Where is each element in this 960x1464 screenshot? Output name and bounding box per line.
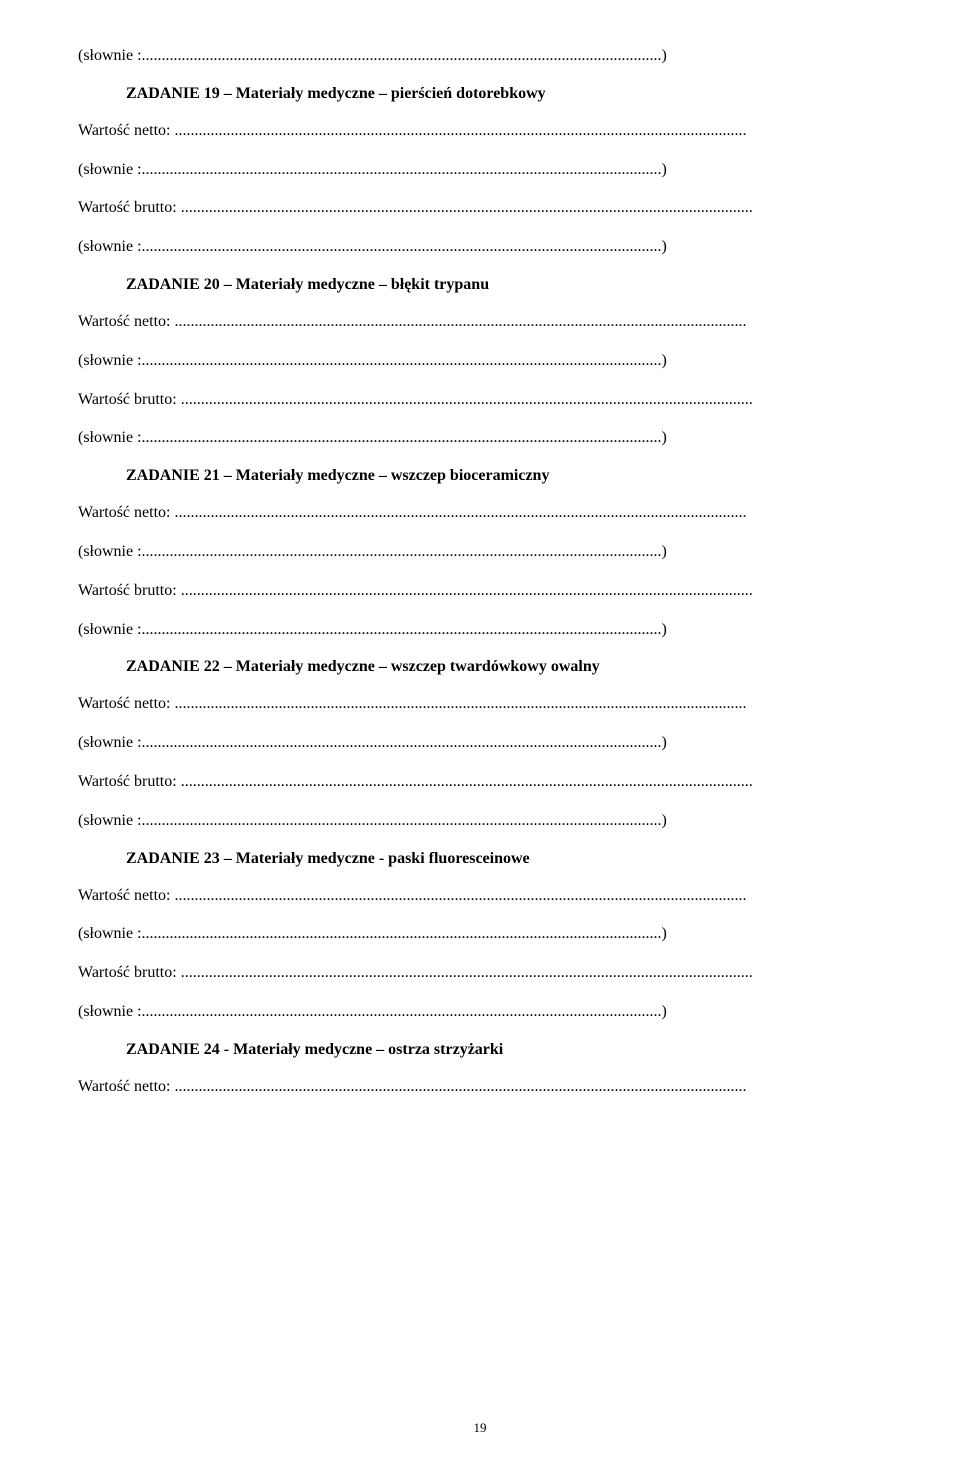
slownie-label: (słownie : (78, 621, 142, 638)
wartosc-netto-line: Wartość netto: .........................… (78, 503, 882, 524)
dots: ........................................… (142, 543, 650, 560)
slownie-line: (słownie :..............................… (78, 160, 882, 181)
wartosc-netto-label: Wartość netto: (78, 887, 170, 904)
dots: ........................................… (181, 773, 753, 790)
close-paren: ...) (650, 543, 667, 560)
slownie-label: (słownie : (78, 1003, 142, 1020)
dots: ........................................… (142, 47, 650, 64)
task-heading: ZADANIE 19 – Materiały medyczne – pierśc… (78, 85, 882, 103)
dots: ........................................… (174, 1078, 746, 1095)
slownie-line: (słownie :..............................… (78, 428, 882, 449)
dots: ........................................… (142, 621, 650, 638)
close-paren: ...) (650, 238, 667, 255)
wartosc-netto-label: Wartość netto: (78, 122, 170, 139)
slownie-line: (słownie :..............................… (78, 46, 882, 67)
wartosc-brutto-line: Wartość brutto: ........................… (78, 772, 882, 793)
close-paren: ...) (650, 734, 667, 751)
wartosc-netto-label: Wartość netto: (78, 504, 170, 521)
wartosc-netto-label: Wartość netto: (78, 313, 170, 330)
dots: ........................................… (181, 964, 753, 981)
dots: ........................................… (181, 391, 753, 408)
wartosc-brutto-label: Wartość brutto: (78, 773, 177, 790)
close-paren: ...) (650, 621, 667, 638)
slownie-line: (słownie :..............................… (78, 733, 882, 754)
wartosc-netto-line: Wartość netto: .........................… (78, 312, 882, 333)
wartosc-brutto-label: Wartość brutto: (78, 582, 177, 599)
dots: ........................................… (142, 352, 650, 369)
task-heading: ZADANIE 21 – Materiały medyczne – wszcze… (78, 467, 882, 485)
slownie-line: (słownie :..............................… (78, 811, 882, 832)
task-heading: ZADANIE 24 - Materiały medyczne – ostrza… (78, 1041, 882, 1059)
slownie-line: (słownie :..............................… (78, 542, 882, 563)
dots: ........................................… (174, 313, 746, 330)
dots: ........................................… (142, 161, 650, 178)
slownie-label: (słownie : (78, 429, 142, 446)
wartosc-brutto-line: Wartość brutto: ........................… (78, 198, 882, 219)
slownie-label: (słownie : (78, 734, 142, 751)
slownie-line: (słownie :..............................… (78, 237, 882, 258)
page-number: 19 (0, 1420, 960, 1436)
dots: ........................................… (142, 812, 650, 829)
wartosc-netto-line: Wartość netto: .........................… (78, 886, 882, 907)
slownie-label: (słownie : (78, 925, 142, 942)
slownie-label: (słownie : (78, 47, 142, 64)
task-heading: ZADANIE 20 – Materiały medyczne – błękit… (78, 276, 882, 294)
close-paren: ...) (650, 812, 667, 829)
dots: ........................................… (142, 925, 650, 942)
task-heading: ZADANIE 23 – Materiały medyczne - paski … (78, 850, 882, 868)
close-paren: ...) (650, 1003, 667, 1020)
slownie-line: (słownie :..............................… (78, 351, 882, 372)
close-paren: ...) (650, 352, 667, 369)
wartosc-brutto-label: Wartość brutto: (78, 199, 177, 216)
slownie-label: (słownie : (78, 812, 142, 829)
wartosc-netto-label: Wartość netto: (78, 695, 170, 712)
slownie-label: (słownie : (78, 543, 142, 560)
task-heading: ZADANIE 22 – Materiały medyczne – wszcze… (78, 658, 882, 676)
close-paren: ...) (650, 925, 667, 942)
wartosc-brutto-line: Wartość brutto: ........................… (78, 963, 882, 984)
close-paren: ...) (650, 47, 667, 64)
close-paren: ...) (650, 429, 667, 446)
dots: ........................................… (181, 582, 753, 599)
slownie-line: (słownie :..............................… (78, 620, 882, 641)
dots: ........................................… (181, 199, 753, 216)
wartosc-brutto-line: Wartość brutto: ........................… (78, 390, 882, 411)
wartosc-brutto-line: Wartość brutto: ........................… (78, 581, 882, 602)
wartosc-netto-line: Wartość netto: .........................… (78, 121, 882, 142)
wartosc-brutto-label: Wartość brutto: (78, 391, 177, 408)
slownie-label: (słownie : (78, 352, 142, 369)
wartosc-netto-line: Wartość netto: .........................… (78, 694, 882, 715)
slownie-line: (słownie :..............................… (78, 924, 882, 945)
slownie-label: (słownie : (78, 161, 142, 178)
dots: ........................................… (174, 122, 746, 139)
dots: ........................................… (142, 1003, 650, 1020)
dots: ........................................… (174, 504, 746, 521)
dots: ........................................… (142, 429, 650, 446)
dots: ........................................… (142, 734, 650, 751)
dots: ........................................… (174, 887, 746, 904)
dots: ........................................… (142, 238, 650, 255)
close-paren: ...) (650, 161, 667, 178)
wartosc-brutto-label: Wartość brutto: (78, 964, 177, 981)
slownie-label: (słownie : (78, 238, 142, 255)
slownie-line: (słownie :..............................… (78, 1002, 882, 1023)
wartosc-netto-label: Wartość netto: (78, 1078, 170, 1095)
wartosc-netto-line: Wartość netto: .........................… (78, 1077, 882, 1098)
dots: ........................................… (174, 695, 746, 712)
